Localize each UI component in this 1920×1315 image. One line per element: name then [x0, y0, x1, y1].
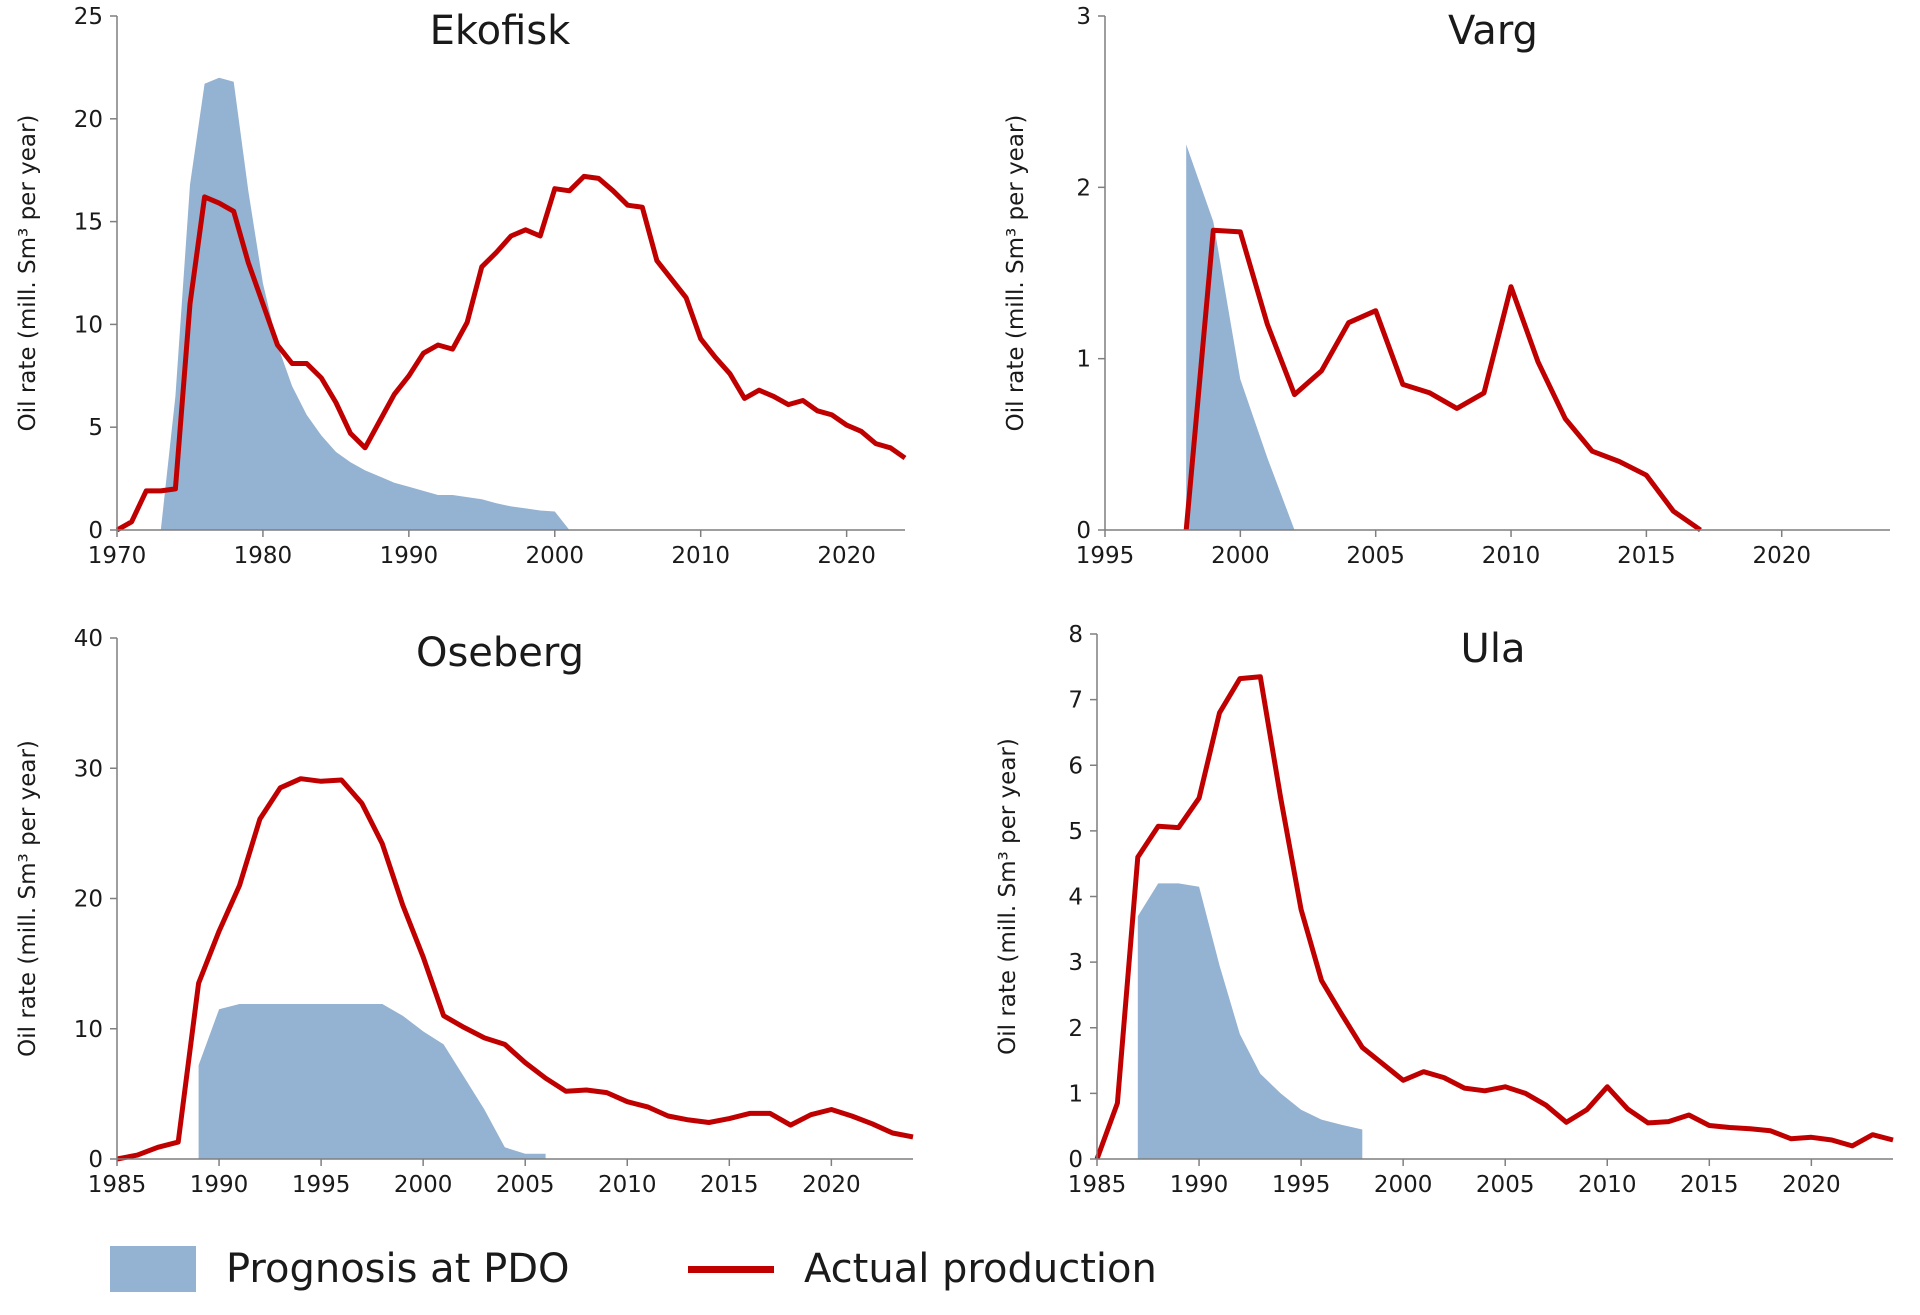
legend-swatch-prognosis [110, 1246, 196, 1292]
panel-ekofisk: 0 5 10 15 20 25 1970 1980 1990 2000 2010 2020 Ekofis… [15, 4, 907, 569]
y-tick-label: 15 [74, 210, 103, 236]
x-tick-label: 1990 [190, 1172, 249, 1198]
prognosis-area-ekofisk [160, 77, 570, 530]
legend-item-prognosis: Prognosis at PDO [110, 1245, 570, 1293]
x-tick-label: 1995 [1076, 543, 1135, 569]
x-tick-label: 1995 [1272, 1172, 1331, 1198]
y-axis-label-ekofisk: Oil rate (mill. Sm³ per year) [15, 115, 41, 432]
y-tick-label: 4 [1068, 885, 1083, 911]
panel-varg: 0 1 2 3 1995 2000 2005 2010 2015 2020 Varg Oil rate… [1003, 4, 1890, 569]
legend-label-actual: Actual production [804, 1246, 1157, 1292]
x-tick-label: 2005 [496, 1172, 555, 1198]
x-tick-label: 2005 [1346, 543, 1405, 569]
x-tick-label: 2020 [1782, 1172, 1841, 1198]
prognosis-area-oseberg [198, 1004, 546, 1159]
x-tick-label: 1985 [88, 1172, 147, 1198]
prognosis-area-ula [1137, 883, 1363, 1159]
y-tick-label: 0 [1068, 1147, 1083, 1173]
x-tick-label: 2000 [394, 1172, 453, 1198]
x-tick-label: 1980 [234, 543, 293, 569]
y-tick-label: 5 [1068, 819, 1083, 845]
y-tick-label: 6 [1068, 753, 1083, 779]
panel-title-ula: Ula [1461, 626, 1526, 672]
y-tick-label: 1 [1068, 1081, 1083, 1107]
y-tick-label: 3 [1076, 4, 1091, 30]
panel-ula: 0 1 2 3 4 5 6 7 8 1985 1990 1995 2000 2005 2010 2015 202… [995, 622, 1894, 1198]
y-tick-label: 0 [1076, 518, 1091, 544]
x-tick-label: 2010 [1578, 1172, 1637, 1198]
y-tick-label: 7 [1068, 688, 1083, 714]
y-axis-label-ula: Oil rate (mill. Sm³ per year) [995, 738, 1021, 1055]
x-tick-label: 2010 [598, 1172, 657, 1198]
x-tick-label: 2000 [526, 543, 585, 569]
x-tick-label: 1970 [88, 543, 147, 569]
legend-swatch-actual [688, 1265, 774, 1273]
y-axis-label-oseberg: Oil rate (mill. Sm³ per year) [15, 740, 41, 1057]
y-tick-label: 20 [74, 887, 103, 913]
x-tick-label: 2000 [1211, 543, 1270, 569]
panel-oseberg: 0 10 20 30 40 1985 1990 1995 2000 2005 2010 2015 202… [15, 626, 914, 1198]
x-tick-label: 1995 [292, 1172, 351, 1198]
x-tick-label: 2020 [1752, 543, 1811, 569]
y-tick-label: 3 [1068, 950, 1083, 976]
y-tick-label: 40 [74, 626, 103, 652]
x-tick-label: 2015 [1680, 1172, 1739, 1198]
panel-title-varg: Varg [1448, 8, 1538, 54]
x-tick-label: 2000 [1374, 1172, 1433, 1198]
y-tick-label: 0 [88, 1147, 103, 1173]
x-tick-label: 2015 [700, 1172, 759, 1198]
y-tick-label: 10 [74, 1017, 103, 1043]
actual-production-line-oseberg [116, 776, 914, 1162]
legend-item-actual: Actual production [688, 1245, 1157, 1293]
x-tick-label: 1990 [380, 543, 439, 569]
x-tick-label: 2020 [802, 1172, 861, 1198]
y-tick-label: 0 [88, 518, 103, 544]
x-tick-label: 2020 [817, 543, 876, 569]
y-tick-label: 10 [74, 312, 103, 338]
y-tick-label: 8 [1068, 622, 1083, 648]
x-tick-label: 1990 [1170, 1172, 1229, 1198]
y-tick-label: 2 [1076, 175, 1091, 201]
actual-production-line-ekofisk [115, 173, 907, 533]
y-axis-label-varg: Oil rate (mill. Sm³ per year) [1003, 115, 1029, 432]
y-tick-label: 30 [74, 756, 103, 782]
x-tick-label: 2010 [671, 543, 730, 569]
actual-production-line-ula [1094, 674, 1894, 1160]
y-tick-label: 1 [1076, 347, 1091, 373]
x-tick-label: 1985 [1068, 1172, 1127, 1198]
panel-title-oseberg: Oseberg [416, 630, 584, 676]
y-tick-label: 2 [1068, 1016, 1083, 1042]
x-tick-label: 2010 [1482, 543, 1541, 569]
y-tick-label: 5 [88, 415, 103, 441]
legend: Prognosis at PDO Actual production [110, 1245, 1610, 1315]
x-tick-label: 2005 [1476, 1172, 1535, 1198]
actual-production-line-varg [1183, 227, 1702, 533]
x-tick-label: 2015 [1617, 543, 1676, 569]
y-tick-label: 20 [74, 107, 103, 133]
panel-title-ekofisk: Ekofisk [430, 8, 572, 54]
y-tick-label: 25 [74, 4, 103, 30]
legend-label-prognosis: Prognosis at PDO [226, 1246, 570, 1292]
